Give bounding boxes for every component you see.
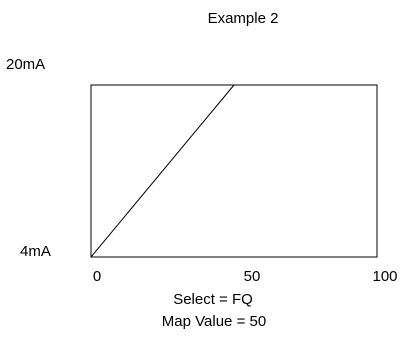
chart-title: Example 2 <box>208 10 279 27</box>
y-tick-label-bottom: 4mA <box>20 243 51 260</box>
series-line <box>90 84 235 258</box>
plot-frame <box>90 84 378 258</box>
select-annotation: Select = FQ <box>173 291 253 308</box>
map-value-annotation: Map Value = 50 <box>162 313 266 330</box>
y-tick-label-top: 20mA <box>6 56 45 73</box>
x-tick-label-100: 100 <box>372 268 397 285</box>
x-tick-label-0: 0 <box>93 268 101 285</box>
x-tick-label-50: 50 <box>244 268 261 285</box>
